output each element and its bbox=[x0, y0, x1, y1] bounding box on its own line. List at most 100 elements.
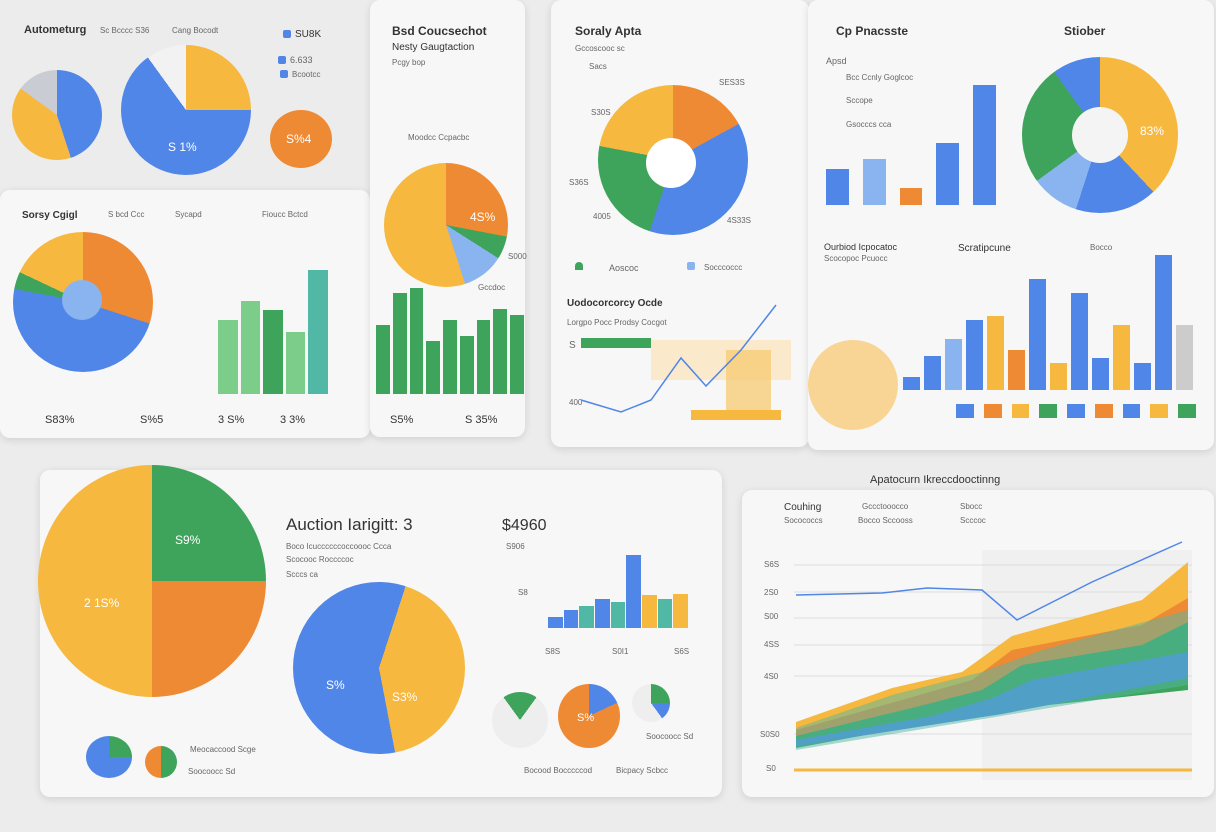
shape bbox=[1178, 404, 1197, 418]
panel-title: Apatocurn Ikreccdooctinng bbox=[870, 474, 1001, 486]
pie bbox=[86, 736, 132, 778]
legend-item: Aoscoc bbox=[609, 263, 639, 273]
panel: S9% 2 1S% Auction Iarigitt: 3 $4960 Boco… bbox=[38, 465, 722, 797]
legend-item: Sbocc bbox=[960, 502, 983, 511]
footer-label: S83% bbox=[45, 414, 75, 426]
y-tick-label: S6S bbox=[764, 560, 780, 569]
shape bbox=[973, 85, 996, 205]
shape bbox=[563, 609, 579, 628]
bar-group bbox=[548, 555, 689, 628]
legend-item: Bcc Ccnly Goglcoc bbox=[846, 73, 914, 82]
pie-label: S9% bbox=[175, 533, 201, 547]
chart-title: Uodocorcorcy Ocde bbox=[567, 298, 663, 309]
panel-title: Sorsy Cgigl bbox=[22, 210, 78, 221]
shape bbox=[1122, 404, 1141, 418]
badge-label: S%4 bbox=[286, 132, 312, 146]
panel-title: Cp Pnacsste bbox=[836, 24, 909, 38]
panel: Sorsy Cgigl S bcd Ccc Sycapd Fioucc Bctc… bbox=[0, 190, 370, 438]
shape bbox=[924, 356, 941, 390]
legend-item: SU8K bbox=[295, 29, 322, 40]
shape bbox=[510, 314, 525, 394]
shape bbox=[548, 617, 563, 628]
chart-title: Scratipcune bbox=[958, 243, 1011, 254]
footer-label: S 35% bbox=[465, 414, 498, 426]
panel-subtitle: Apsd bbox=[826, 56, 847, 66]
shape bbox=[642, 595, 657, 628]
donut-hole bbox=[646, 138, 696, 188]
shape bbox=[1176, 325, 1193, 390]
shape bbox=[218, 319, 238, 394]
panel-desc: Boco Icuccccccoccoooc Ccca bbox=[286, 542, 392, 551]
chart-subtitle: Lorgpo Pocc Prodsy Cocgot bbox=[567, 318, 667, 327]
shape bbox=[579, 606, 595, 628]
shape bbox=[966, 319, 983, 390]
footer-label: 3 3% bbox=[280, 414, 306, 426]
pie bbox=[384, 163, 508, 287]
shape bbox=[956, 404, 974, 418]
shape bbox=[1092, 357, 1109, 390]
legend-item: Meocaccood Scge bbox=[190, 745, 256, 754]
panel: Cp Pnacsste Stiober Apsd Bcc Ccnly Goglc… bbox=[808, 0, 1214, 450]
panel-desc: Scocooc Roccccoc bbox=[286, 555, 354, 564]
donut-label: SES3S bbox=[719, 78, 745, 87]
bar-group bbox=[218, 270, 328, 394]
shape bbox=[1094, 404, 1113, 418]
shape bbox=[409, 288, 424, 394]
panel-title: Soraly Apta bbox=[575, 24, 642, 38]
legend-item: Bocco bbox=[1090, 243, 1113, 252]
pie bbox=[121, 45, 251, 175]
legend-item: S bcd Ccc bbox=[108, 210, 145, 219]
shape bbox=[1050, 363, 1067, 390]
pie-label: S% bbox=[326, 678, 345, 692]
legend-item: Couhing bbox=[784, 502, 822, 513]
panel-note: Pcgy bop bbox=[392, 58, 426, 67]
panel-desc: Scccs ca bbox=[286, 570, 319, 579]
legend-item: Moodcc Ccpacbc bbox=[408, 133, 470, 142]
shape bbox=[796, 610, 1188, 750]
footer-label: S%5 bbox=[140, 414, 164, 426]
area-chart bbox=[794, 541, 1192, 780]
panel-note: Sacs bbox=[589, 62, 607, 71]
panel-subtitle: Nesty Gaugtaction bbox=[392, 42, 475, 53]
pie-label: 2 1S% bbox=[84, 596, 120, 610]
shape bbox=[1113, 325, 1130, 390]
legend-swatch bbox=[278, 56, 286, 64]
y-tick-label: 4S0 bbox=[764, 672, 779, 681]
axis-label: 400 bbox=[569, 398, 583, 407]
pie bbox=[145, 746, 177, 778]
header-note: Cang Bocodt bbox=[172, 26, 219, 35]
legend-item: Soocoocc Sd bbox=[188, 767, 236, 776]
shape bbox=[581, 338, 651, 348]
shape bbox=[240, 301, 261, 394]
y-tick-label: S0 bbox=[766, 764, 776, 773]
side-label: S000 bbox=[508, 252, 527, 261]
shape bbox=[1008, 349, 1025, 390]
legend-item: Sycapd bbox=[175, 210, 202, 219]
axis-label: S8S bbox=[545, 647, 561, 656]
shape bbox=[826, 169, 849, 205]
shape bbox=[657, 598, 673, 628]
bar-group bbox=[956, 404, 1197, 418]
shape bbox=[1155, 255, 1172, 390]
pie bbox=[38, 465, 266, 697]
panel-title: Bsd Coucsechot bbox=[392, 24, 487, 38]
legend-item: Gccctooocco bbox=[862, 502, 909, 511]
panel-amount: $4960 bbox=[502, 517, 547, 534]
bar-group bbox=[826, 85, 996, 205]
donut-label: S30S bbox=[591, 108, 611, 117]
chart-title: Ourbiod Icpocatoc bbox=[824, 242, 898, 252]
chart-subtitle: Scocopoc Pcuocc bbox=[824, 254, 888, 263]
shape bbox=[983, 404, 1002, 418]
pie-center bbox=[62, 280, 102, 320]
legend-item: Soocoocc Sd bbox=[646, 732, 694, 741]
axis-label: S906 bbox=[506, 542, 525, 551]
donut-label: S36S bbox=[569, 178, 589, 187]
pie-label: S% bbox=[577, 712, 595, 724]
shape bbox=[263, 309, 283, 394]
shape bbox=[899, 188, 923, 205]
shape bbox=[1011, 404, 1030, 418]
donut-label: 4S33S bbox=[727, 216, 752, 225]
header-title: Autometurg bbox=[24, 24, 87, 36]
legend-swatch bbox=[283, 30, 291, 38]
